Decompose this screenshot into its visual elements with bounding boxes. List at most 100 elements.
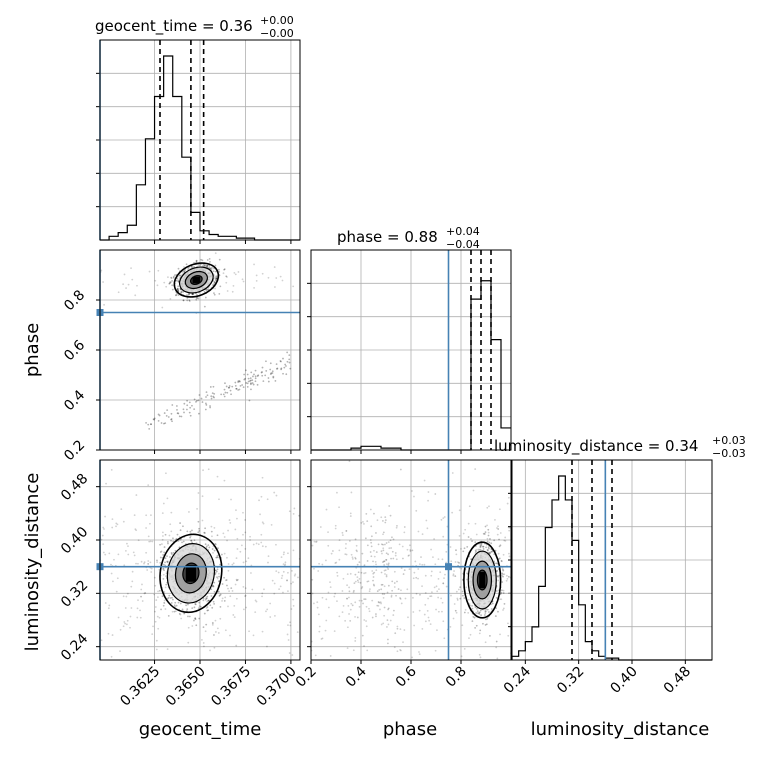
- scatter-point: [387, 564, 390, 566]
- scatter-point: [205, 404, 208, 406]
- title-luminosity-distance-minus: −0.03: [712, 447, 746, 460]
- scatter-point: [176, 412, 179, 415]
- scatter-point: [426, 609, 429, 612]
- scatter-point: [345, 553, 348, 556]
- scatter-point: [177, 288, 179, 291]
- scatter-point: [368, 590, 371, 593]
- scatter-point: [195, 261, 198, 264]
- scatter-point: [315, 540, 318, 543]
- scatter-point: [213, 646, 216, 649]
- scatter-point: [267, 380, 270, 383]
- scatter-point: [187, 268, 190, 270]
- density-peak: [192, 276, 201, 284]
- scatter-point: [129, 626, 131, 629]
- scatter-point: [153, 418, 156, 421]
- scatter-point: [133, 514, 136, 517]
- scatter-point: [356, 616, 359, 619]
- scatter-point: [383, 564, 386, 566]
- scatter-point: [250, 572, 252, 574]
- scatter-point: [215, 277, 218, 280]
- tick-label-y-luminosity_distance-3: 0.48: [58, 471, 91, 504]
- scatter-point: [423, 479, 426, 482]
- scatter-point: [135, 494, 138, 496]
- scatter-point: [245, 382, 248, 384]
- scatter-point: [194, 617, 197, 620]
- scatter-point: [247, 377, 250, 380]
- scatter-point: [112, 580, 114, 583]
- scatter-point: [338, 549, 341, 552]
- scatter-point: [186, 299, 189, 302]
- contour-level-0: [159, 533, 223, 614]
- scatter-point: [236, 548, 239, 550]
- scatter-point: [191, 541, 193, 544]
- scatter-point: [373, 512, 375, 515]
- scatter-point: [389, 619, 392, 622]
- scatter-point: [179, 538, 182, 541]
- scatter-point: [100, 538, 103, 541]
- scatter-point: [473, 616, 476, 619]
- scatter-point: [186, 530, 189, 533]
- scatter-point: [427, 499, 429, 502]
- scatter-point: [451, 472, 454, 474]
- scatter-point: [382, 543, 384, 546]
- scatter-point: [235, 387, 238, 390]
- scatter-point: [398, 543, 401, 546]
- scatter-point: [257, 374, 260, 377]
- scatter-point: [451, 511, 454, 514]
- scatter-point: [186, 408, 188, 411]
- scatter-point: [145, 514, 148, 517]
- scatter-point: [334, 524, 337, 527]
- scatter-point: [348, 540, 351, 542]
- scatter-point: [508, 526, 511, 529]
- scatter-point: [189, 536, 191, 539]
- scatter-point: [346, 626, 349, 629]
- scatter-point: [215, 277, 218, 280]
- scatter-point: [502, 589, 505, 592]
- scatter-point: [197, 399, 200, 402]
- scatter-point: [179, 522, 182, 524]
- scatter-point: [382, 533, 384, 536]
- scatter-point: [415, 509, 418, 512]
- scatter-point: [209, 405, 211, 407]
- scatter-point: [193, 408, 196, 411]
- scatter-point: [357, 571, 360, 574]
- scatter-point: [159, 561, 162, 564]
- scatter-point: [216, 556, 219, 559]
- scatter-point: [461, 624, 464, 627]
- scatter-point: [286, 579, 288, 582]
- scatter-point: [205, 545, 208, 548]
- scatter-point: [260, 541, 263, 544]
- scatter-point: [125, 595, 128, 598]
- scatter-point: [156, 615, 159, 618]
- scatter-point: [177, 279, 180, 282]
- scatter-point: [252, 543, 255, 546]
- scatter-point: [261, 272, 264, 275]
- scatter-point: [237, 578, 239, 581]
- scatter-point: [269, 616, 272, 618]
- scatter-point: [218, 270, 221, 273]
- scatter-point: [383, 614, 386, 617]
- scatter-point: [161, 595, 164, 598]
- scatter-point: [177, 289, 180, 292]
- scatter-point: [154, 620, 157, 623]
- scatter-point: [161, 306, 164, 309]
- scatter-point: [371, 570, 374, 572]
- scatter-point: [364, 598, 367, 601]
- scatter-point: [293, 507, 296, 510]
- scatter-point: [166, 597, 169, 600]
- scatter-point: [384, 519, 387, 522]
- scatter-point: [191, 293, 194, 295]
- scatter-point: [499, 532, 502, 534]
- scatter-point: [333, 630, 336, 633]
- scatter-point: [141, 600, 144, 602]
- scatter-panel-phase-luminosity_distance: 0.2 0.4 0.6 0.8: [293, 459, 512, 691]
- scatter-point: [349, 512, 352, 515]
- scatter-point: [212, 600, 215, 603]
- scatter-point: [163, 599, 166, 602]
- scatter-point: [496, 533, 499, 536]
- scatter-point: [397, 588, 400, 590]
- scatter-point: [125, 287, 127, 289]
- panel-frame: [511, 459, 713, 661]
- scatter-point: [216, 534, 219, 537]
- scatter-point: [235, 578, 238, 581]
